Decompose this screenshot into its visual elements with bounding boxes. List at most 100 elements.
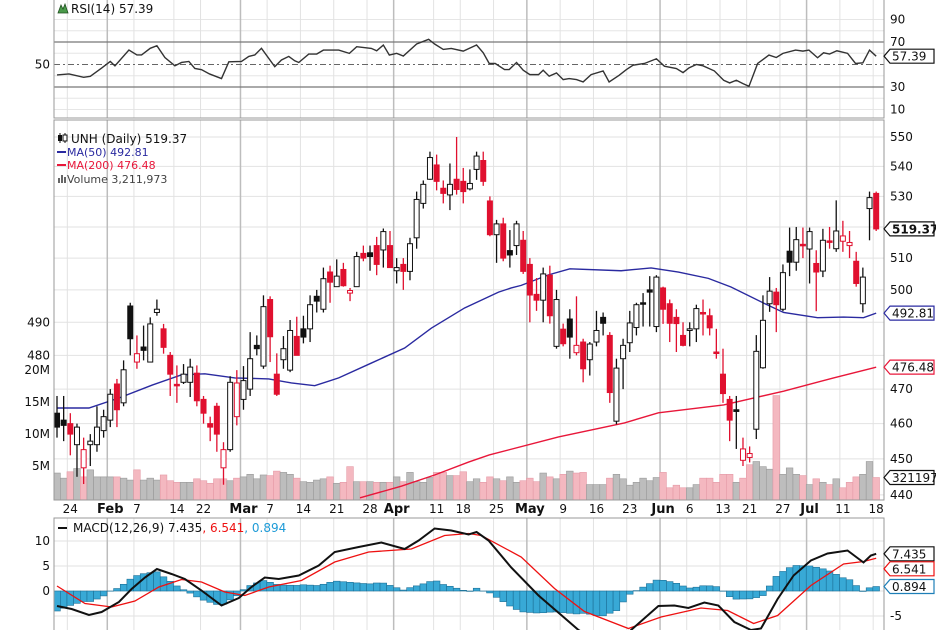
candle bbox=[128, 303, 133, 356]
candle bbox=[241, 366, 246, 410]
macd-axis-label: 10 bbox=[35, 534, 50, 548]
candle bbox=[441, 180, 446, 203]
volume-bar bbox=[833, 479, 840, 500]
candle bbox=[507, 230, 512, 268]
candle-body bbox=[647, 290, 652, 292]
candle bbox=[501, 218, 506, 262]
volume-bar bbox=[780, 474, 787, 500]
candle-body bbox=[208, 424, 213, 427]
x-tick-label: 25 bbox=[489, 502, 504, 516]
macd-histogram-bar bbox=[500, 591, 507, 602]
volume-bar bbox=[793, 474, 800, 500]
macd-hist-legend-label: , 0.894 bbox=[244, 521, 286, 535]
volume-bar bbox=[347, 467, 354, 500]
candle bbox=[800, 228, 805, 259]
volume-bar bbox=[313, 480, 320, 500]
candle bbox=[114, 379, 119, 427]
candle-body bbox=[681, 335, 686, 345]
close-price-callout: 519.37 bbox=[884, 222, 936, 237]
macd-histogram-bar bbox=[760, 591, 767, 596]
candle-body bbox=[454, 179, 459, 189]
macd-histogram-bar bbox=[353, 583, 360, 591]
candle-body bbox=[101, 417, 106, 431]
volume-bar bbox=[340, 482, 347, 500]
volume-axis-label: 20M bbox=[24, 363, 50, 377]
volume-bar bbox=[187, 482, 194, 500]
candle-body bbox=[860, 277, 865, 304]
candle-body bbox=[228, 382, 233, 449]
macd-line bbox=[57, 529, 876, 631]
candle bbox=[847, 231, 852, 258]
volume-bar bbox=[487, 477, 494, 500]
volume-bar bbox=[653, 478, 660, 500]
candle-body bbox=[81, 450, 86, 468]
candle bbox=[88, 434, 93, 466]
candle-body bbox=[654, 277, 659, 326]
candle-body bbox=[288, 330, 293, 370]
candle-body bbox=[827, 241, 832, 243]
volume-bar bbox=[527, 478, 534, 500]
macd-signal-legend-label: , 6.541 bbox=[202, 521, 244, 535]
rsi-axis-label: 90 bbox=[890, 13, 905, 27]
macd-histogram-bar bbox=[360, 584, 367, 591]
volume-bar bbox=[160, 475, 167, 500]
volume-bar bbox=[720, 474, 727, 500]
candle-body bbox=[108, 394, 113, 420]
volume-bar bbox=[260, 475, 267, 500]
candle-body bbox=[754, 351, 759, 429]
ma200-callout: 476.48 bbox=[884, 360, 934, 375]
candle bbox=[61, 396, 66, 441]
volume-bar bbox=[287, 474, 294, 500]
macd-histogram-bar bbox=[393, 588, 400, 591]
volume-bar bbox=[114, 477, 121, 500]
candle-body bbox=[94, 427, 99, 445]
candle-body bbox=[621, 345, 626, 358]
candle bbox=[208, 417, 213, 441]
volume-bar bbox=[740, 478, 747, 500]
volume-bar bbox=[786, 468, 793, 500]
candle-body bbox=[787, 251, 792, 262]
symbol-legend-label: UNH (Daily) 519.37 bbox=[71, 132, 187, 146]
macd-legend-label: MACD(12,26,9) 7.435 bbox=[73, 521, 202, 535]
macd-legend-text: MACD(12,26,9) 7.435, 6.541, 0.894 bbox=[73, 521, 286, 535]
volume-bar bbox=[706, 478, 713, 500]
ma200-callout-text: 476.48 bbox=[892, 361, 934, 375]
candle bbox=[787, 228, 792, 277]
candle-body bbox=[447, 184, 452, 195]
volume-bar bbox=[773, 396, 780, 500]
candle bbox=[794, 227, 799, 271]
candle-body bbox=[308, 305, 313, 329]
candle bbox=[714, 329, 719, 359]
candle-body bbox=[168, 355, 173, 374]
candle-body bbox=[820, 240, 825, 271]
volume-bar bbox=[560, 474, 567, 500]
macd-callout: 7.435 bbox=[884, 547, 934, 562]
volume-bar bbox=[373, 482, 380, 500]
candle bbox=[68, 413, 73, 455]
macd-histogram-bar bbox=[773, 576, 780, 591]
candle bbox=[574, 296, 579, 355]
macd-histogram-bar bbox=[620, 591, 627, 602]
candle bbox=[834, 200, 839, 251]
ma50-callout-text: 492.81 bbox=[892, 307, 934, 321]
price-axis-label: 490 bbox=[27, 315, 50, 329]
macd-histogram-bar bbox=[547, 591, 554, 612]
candle-body bbox=[574, 345, 579, 352]
candle bbox=[388, 231, 393, 268]
volume-bar bbox=[853, 477, 860, 500]
candle-body bbox=[214, 406, 219, 434]
macd-histogram-bar bbox=[487, 591, 494, 593]
volume-bar bbox=[233, 478, 240, 500]
candle-body bbox=[547, 275, 552, 316]
volume-axis-label: 10M bbox=[24, 427, 50, 441]
macd-histogram-bar bbox=[593, 591, 600, 616]
candle-body bbox=[721, 374, 726, 393]
candle bbox=[601, 312, 606, 335]
volume-bar bbox=[267, 476, 274, 500]
volume-bar bbox=[766, 469, 773, 500]
rsi-callout-text: 57.39 bbox=[892, 50, 926, 64]
volume-bar bbox=[467, 482, 474, 500]
candle bbox=[401, 258, 406, 290]
macd-histogram-bar bbox=[174, 586, 181, 591]
